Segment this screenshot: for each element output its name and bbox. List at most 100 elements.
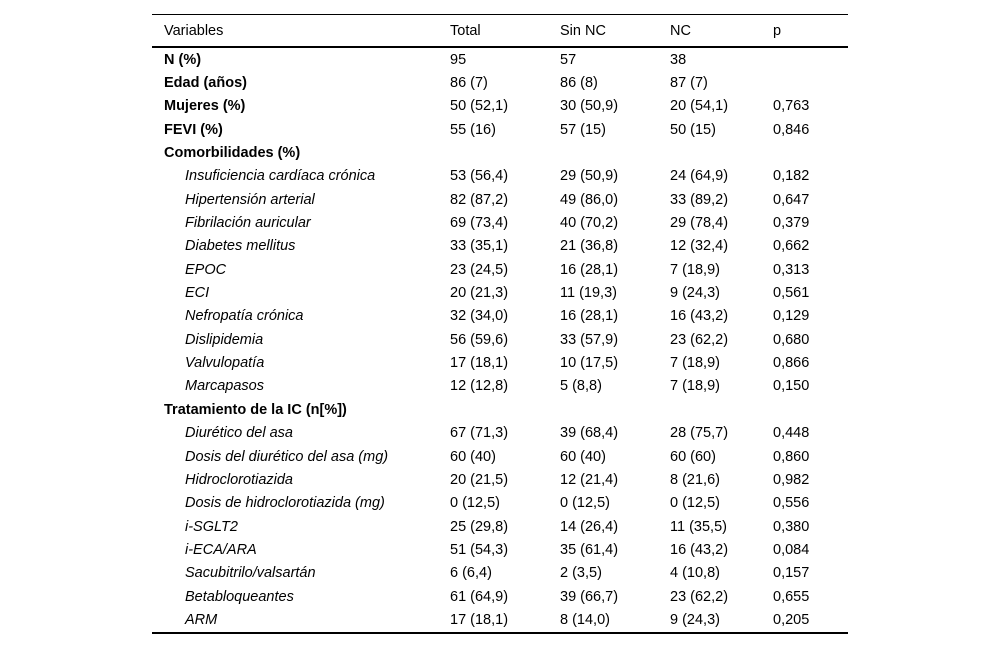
nc-value: 16 (43,2)	[670, 541, 729, 558]
total-value: 86 (7)	[450, 75, 488, 92]
table-row: Insuficiencia cardíaca crónica 53 (56,4) 2…	[152, 165, 848, 188]
column-header-p: p	[773, 14, 848, 48]
sin-nc-value: 86 (8)	[560, 75, 598, 92]
row-label: FEVI (%)	[164, 121, 223, 138]
column-header-variables: Variables	[152, 14, 450, 48]
total-value: 23 (24,5)	[450, 261, 509, 278]
table-header: Variables Total Sin NC NC p	[152, 14, 848, 48]
total-value: 67 (71,3)	[450, 425, 509, 442]
column-header-nc: NC	[670, 14, 773, 48]
table-row: ARM 17 (18,1) 8 (14,0) 9 (24,3) 0,205	[152, 608, 848, 632]
total-value	[450, 141, 560, 164]
nc-value: 11 (35,5)	[670, 518, 727, 535]
p-value: 0,655	[773, 588, 810, 605]
nc-value: 0 (12,5)	[670, 495, 720, 512]
nc-value: 12 (32,4)	[670, 238, 729, 255]
p-value: 0,379	[773, 215, 810, 232]
sin-nc-value	[560, 141, 670, 164]
total-value	[450, 398, 560, 421]
total-value: 95	[450, 51, 467, 68]
total-value: 51 (54,3)	[450, 541, 509, 558]
sin-nc-value: 33 (57,9)	[560, 331, 619, 348]
sin-nc-value: 12 (21,4)	[560, 471, 619, 488]
p-value: 0,084	[773, 541, 810, 558]
total-value: 25 (29,8)	[450, 518, 509, 535]
nc-value: 7 (18,9)	[670, 355, 720, 372]
row-label: Dosis del diurético del asa (mg)	[185, 448, 389, 465]
p-value	[773, 141, 848, 164]
total-value: 20 (21,5)	[450, 471, 509, 488]
sin-nc-value: 0 (12,5)	[560, 495, 610, 512]
total-value: 60 (40)	[450, 448, 496, 465]
nc-value	[670, 141, 773, 164]
sin-nc-value: 57	[560, 51, 577, 68]
nc-value: 29 (78,4)	[670, 215, 729, 232]
nc-value: 7 (18,9)	[670, 261, 720, 278]
total-value: 6 (6,4)	[450, 565, 492, 582]
nc-value: 9 (24,3)	[670, 611, 720, 628]
column-header-sin-nc: Sin NC	[560, 14, 670, 48]
row-label: Fibrilación auricular	[185, 215, 311, 232]
table-row: Betabloqueantes 61 (64,9) 39 (66,7) 23 (62,…	[152, 585, 848, 608]
nc-value: 20 (54,1)	[670, 98, 729, 115]
p-value	[773, 71, 848, 94]
total-value: 33 (35,1)	[450, 238, 509, 255]
table-row: Valvulopatía 17 (18,1) 10 (17,5) 7 (18,9) 0,…	[152, 351, 848, 374]
sin-nc-value: 39 (66,7)	[560, 588, 619, 605]
p-value: 0,182	[773, 168, 810, 185]
row-label: Marcapasos	[185, 378, 264, 395]
sin-nc-value: 8 (14,0)	[560, 611, 610, 628]
nc-value: 16 (43,2)	[670, 308, 729, 325]
row-label: EPOC	[185, 261, 227, 278]
nc-value: 23 (62,2)	[670, 588, 729, 605]
p-value: 0,556	[773, 495, 810, 512]
baseline-characteristics-table: Variables Total Sin NC NC p N (%) 95 57 38 E…	[152, 14, 848, 634]
table-row: Hidroclorotiazida 20 (21,5) 12 (21,4) 8 (21…	[152, 468, 848, 491]
table-row: Tratamiento de la IC (n[%])	[152, 398, 848, 421]
p-value: 0,448	[773, 425, 810, 442]
row-label: Diabetes mellitus	[185, 238, 296, 255]
total-value: 17 (18,1)	[450, 355, 509, 372]
table-row: Dosis de hidroclorotiazida (mg) 0 (12,5) 0…	[152, 492, 848, 515]
total-value: 82 (87,2)	[450, 191, 509, 208]
table-row: Hipertensión arterial 82 (87,2) 49 (86,0) 3…	[152, 188, 848, 211]
table-row: N (%) 95 57 38	[152, 47, 848, 71]
nc-value: 60 (60)	[670, 448, 716, 465]
total-value: 56 (59,6)	[450, 331, 509, 348]
row-label: Nefropatía crónica	[185, 308, 304, 325]
sin-nc-value: 5 (8,8)	[560, 378, 602, 395]
p-value: 0,982	[773, 471, 810, 488]
table-row: Mujeres (%) 50 (52,1) 30 (50,9) 20 (54,1) 0,…	[152, 95, 848, 118]
nc-value: 9 (24,3)	[670, 285, 720, 302]
nc-value: 28 (75,7)	[670, 425, 729, 442]
row-label: Mujeres (%)	[164, 98, 246, 115]
p-value: 0,129	[773, 308, 810, 325]
row-label: ARM	[185, 611, 218, 628]
sin-nc-value: 49 (86,0)	[560, 191, 619, 208]
table-row: Fibrilación auricular 69 (73,4) 40 (70,2) 2…	[152, 211, 848, 234]
row-label: Hipertensión arterial	[185, 191, 315, 208]
row-label: ECI	[185, 285, 210, 302]
table-row: Diabetes mellitus 33 (35,1) 21 (36,8) 12 (3…	[152, 235, 848, 258]
column-header-total: Total	[450, 14, 560, 48]
sin-nc-value: 57 (15)	[560, 121, 606, 138]
p-value: 0,150	[773, 378, 810, 395]
sin-nc-value: 35 (61,4)	[560, 541, 619, 558]
p-value: 0,866	[773, 355, 810, 372]
table-row: FEVI (%) 55 (16) 57 (15) 50 (15) 0,846	[152, 118, 848, 141]
table-row: EPOC 23 (24,5) 16 (28,1) 7 (18,9) 0,313	[152, 258, 848, 281]
sin-nc-value: 30 (50,9)	[560, 98, 619, 115]
p-value: 0,380	[773, 518, 810, 535]
sin-nc-value: 16 (28,1)	[560, 308, 619, 325]
nc-value: 7 (18,9)	[670, 378, 720, 395]
p-value: 0,647	[773, 191, 810, 208]
sin-nc-value	[560, 398, 670, 421]
row-label: Valvulopatía	[185, 355, 265, 372]
p-value: 0,680	[773, 331, 810, 348]
nc-value: 8 (21,6)	[670, 471, 720, 488]
table-row: Marcapasos 12 (12,8) 5 (8,8) 7 (18,9) 0,150	[152, 375, 848, 398]
row-label: i-SGLT2	[185, 518, 238, 535]
sin-nc-value: 40 (70,2)	[560, 215, 619, 232]
sin-nc-value: 11 (19,3)	[560, 285, 617, 302]
table-row: i-SGLT2 25 (29,8) 14 (26,4) 11 (35,5) 0,380	[152, 515, 848, 538]
